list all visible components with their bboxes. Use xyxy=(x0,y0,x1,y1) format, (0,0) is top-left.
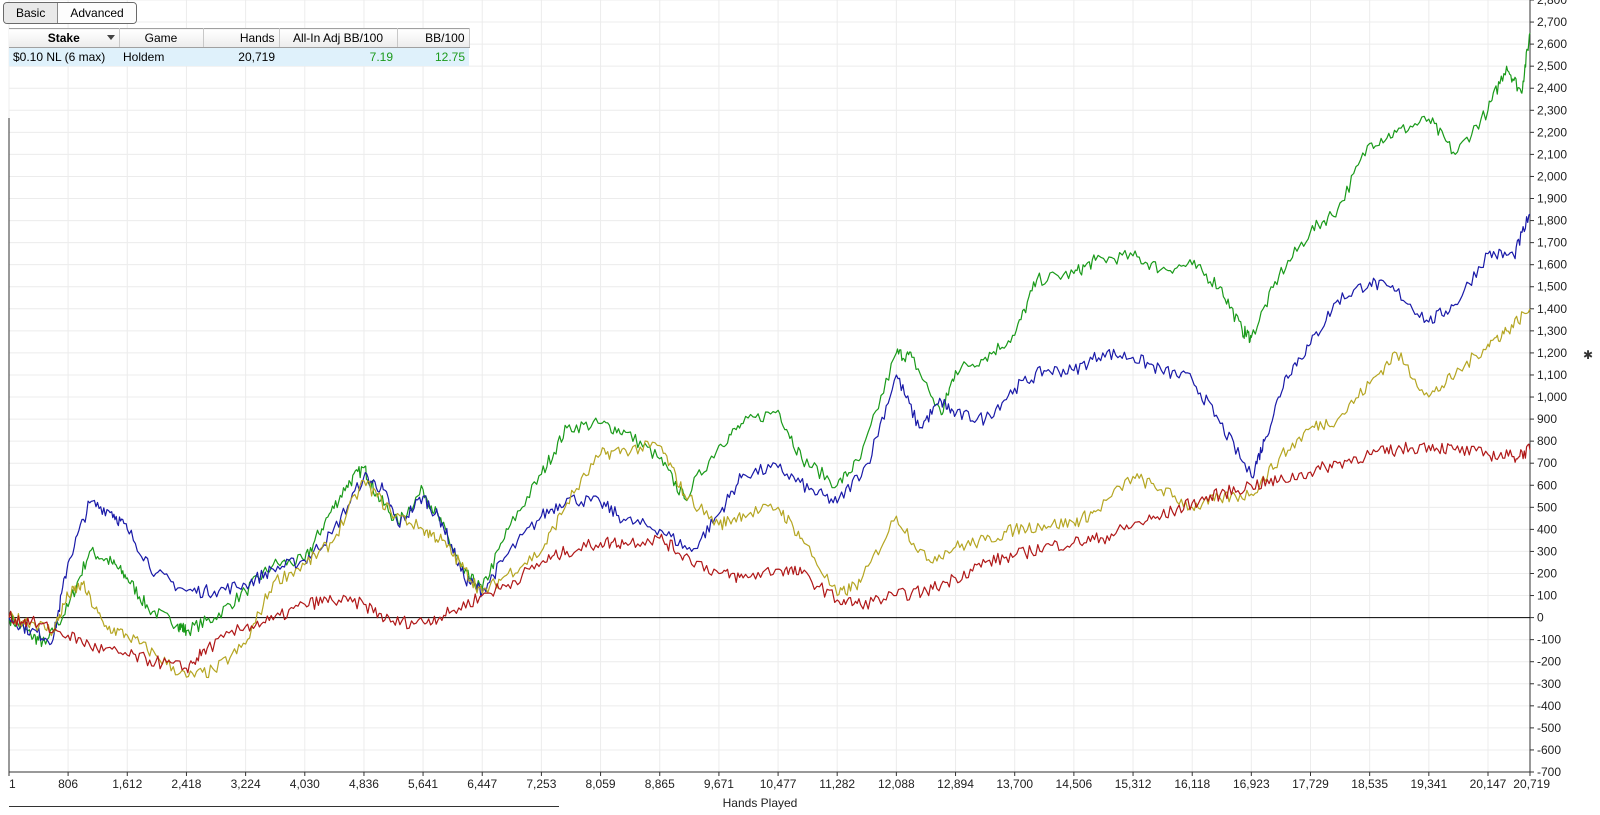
table-row[interactable]: $0.10 NL (6 max) Holdem 20,719 7.19 12.7… xyxy=(9,47,469,66)
stats-header-row: Stake Game Hands All-In Adj BB/100 BB/10… xyxy=(9,28,470,48)
x-tick-label: 10,477 xyxy=(760,777,797,791)
x-tick-label: 11,282 xyxy=(819,777,855,791)
axis-marker-icon: ✱ xyxy=(1583,348,1593,362)
x-tick-label: 19,341 xyxy=(1410,777,1447,791)
y-tick-label: 1,400 xyxy=(1537,302,1567,316)
x-tick-label: 9,671 xyxy=(704,777,734,791)
basic-tab[interactable]: Basic xyxy=(4,3,58,23)
y-tick-label: 2,600 xyxy=(1537,37,1567,51)
y-tick-label: 2,800 xyxy=(1537,0,1567,7)
y-tick-label: -400 xyxy=(1537,699,1561,713)
y-tick-label: 1,900 xyxy=(1537,192,1567,206)
y-tick-label: 2,500 xyxy=(1537,59,1567,73)
y-tick-label: -600 xyxy=(1537,743,1561,757)
column-header-game[interactable]: Game xyxy=(119,28,204,48)
cell-game: Holdem xyxy=(119,47,203,66)
x-tick-label: 6,447 xyxy=(467,777,497,791)
y-tick-label: 700 xyxy=(1537,456,1557,470)
y-tick-label: 300 xyxy=(1537,544,1557,558)
y-tick-label: 2,100 xyxy=(1537,147,1567,161)
x-tick-label: 1,612 xyxy=(112,777,142,791)
y-tick-label: -700 xyxy=(1537,765,1561,779)
y-tick-label: 0 xyxy=(1537,611,1544,625)
y-tick-label: 900 xyxy=(1537,412,1557,426)
y-tick-label: 1,100 xyxy=(1537,368,1567,382)
bottom-divider xyxy=(9,806,559,807)
x-tick-label: 18,535 xyxy=(1351,777,1388,791)
x-tick-label: 17,729 xyxy=(1292,777,1329,791)
y-tick-label: 2,700 xyxy=(1537,15,1567,29)
column-header-stake-label: Stake xyxy=(47,31,80,45)
cell-hands: 20,719 xyxy=(203,47,279,66)
x-tick-label: 20,147 xyxy=(1470,777,1507,791)
x-tick-label: 16,118 xyxy=(1174,777,1210,791)
series-line-2 xyxy=(8,308,1531,679)
y-tick-label: 1,200 xyxy=(1537,346,1567,360)
column-header-hands[interactable]: Hands xyxy=(203,28,280,48)
y-tick-label: 400 xyxy=(1537,522,1557,536)
x-tick-label: 3,224 xyxy=(231,777,261,791)
x-tick-label: 4,030 xyxy=(290,777,320,791)
y-tick-label: 200 xyxy=(1537,566,1557,580)
y-tick-label: 600 xyxy=(1537,478,1557,492)
x-tick-label: 8,059 xyxy=(586,777,616,791)
cell-stake: $0.10 NL (6 max) xyxy=(9,47,119,66)
view-toggle: Basic Advanced xyxy=(3,2,137,24)
cell-bb100: 12.75 xyxy=(397,47,469,66)
y-tick-label: 2,300 xyxy=(1537,103,1567,117)
series-line-3 xyxy=(8,441,1531,674)
column-header-stake[interactable]: Stake xyxy=(9,28,120,48)
stats-table: Stake Game Hands All-In Adj BB/100 BB/10… xyxy=(9,28,470,66)
y-tick-label: 2,000 xyxy=(1537,169,1567,183)
x-tick-label: 1 xyxy=(9,777,16,791)
x-tick-label: 5,641 xyxy=(408,777,438,791)
series-layer xyxy=(8,32,1531,679)
y-tick-label: 100 xyxy=(1537,589,1557,603)
y-tick-label: 500 xyxy=(1537,500,1557,514)
y-tick-label: 1,500 xyxy=(1537,280,1567,294)
x-tick-label: 806 xyxy=(58,777,78,791)
x-tick-label: 13,700 xyxy=(996,777,1033,791)
x-tick-label: 7,253 xyxy=(526,777,556,791)
x-tick-label: 20,719 xyxy=(1513,777,1550,791)
x-tick-label: 14,506 xyxy=(1056,777,1093,791)
x-tick-label: 12,894 xyxy=(937,777,974,791)
x-tick-label: 16,923 xyxy=(1233,777,1270,791)
y-tick-label: 800 xyxy=(1537,434,1557,448)
x-tick-label: 12,088 xyxy=(878,777,915,791)
y-tick-label: 1,300 xyxy=(1537,324,1567,338)
column-header-bb100[interactable]: BB/100 xyxy=(397,28,470,48)
cell-allin-adj: 7.19 xyxy=(279,47,397,66)
x-tick-label: 2,418 xyxy=(171,777,201,791)
grid-layer xyxy=(8,0,1531,773)
sort-down-icon xyxy=(106,35,115,40)
y-tick-label: 1,800 xyxy=(1537,214,1567,228)
y-tick-label: -100 xyxy=(1537,633,1561,647)
y-tick-label: 1,700 xyxy=(1537,236,1567,250)
x-tick-label: 4,836 xyxy=(349,777,379,791)
series-line-1 xyxy=(8,213,1531,646)
y-tick-label: 2,400 xyxy=(1537,81,1567,95)
y-tick-label: 2,200 xyxy=(1537,125,1567,139)
x-axis-label: Hands Played xyxy=(723,796,798,810)
y-tick-label: 1,600 xyxy=(1537,258,1567,272)
x-tick-label: 15,312 xyxy=(1115,777,1152,791)
y-tick-label: -300 xyxy=(1537,677,1561,691)
label-layer: 2,800 2,700 2,600 2,500 2,400 2,300 2,200 2,100… xyxy=(9,0,1567,791)
series-line-0 xyxy=(8,32,1531,648)
column-header-allin-adj[interactable]: All-In Adj BB/100 xyxy=(279,28,398,48)
y-tick-label: -500 xyxy=(1537,721,1561,735)
y-tick-label: 1,000 xyxy=(1537,390,1567,404)
axis-layer xyxy=(8,0,1534,776)
advanced-tab[interactable]: Advanced xyxy=(57,3,136,23)
y-tick-label: -200 xyxy=(1537,655,1561,669)
x-tick-label: 8,865 xyxy=(645,777,675,791)
